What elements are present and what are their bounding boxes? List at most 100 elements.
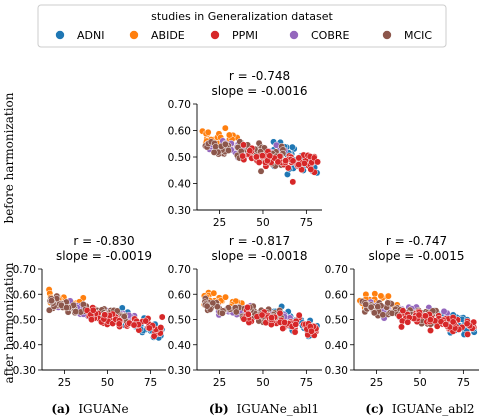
- point-mcic: [367, 303, 375, 311]
- point-ppmi: [404, 318, 412, 326]
- point-ppmi: [281, 319, 289, 326]
- y-tick-label: 0.30: [168, 205, 191, 217]
- point-ppmi: [266, 152, 274, 160]
- x-tick-label: 75: [300, 377, 313, 389]
- caption-a: (a) IGUANe: [51, 402, 128, 416]
- svg-text:(a) IGUANe: (a) IGUANe: [51, 402, 128, 416]
- point-ppmi: [398, 323, 405, 331]
- y-tick-label: 0.70: [168, 264, 191, 276]
- caption-b-text: IGUANe_abl1: [236, 402, 319, 416]
- point-ppmi: [268, 314, 276, 322]
- legend-label-abide: ABIDE: [151, 29, 185, 42]
- point-ppmi: [279, 325, 287, 332]
- point-ppmi: [142, 317, 150, 325]
- point-ppmi: [307, 327, 315, 335]
- y-tick-label: 0.30: [325, 365, 348, 377]
- legend-title: studies in Generalization dataset: [151, 10, 333, 23]
- legend-entry-adni: ADNI: [55, 29, 104, 42]
- point-mcic: [63, 304, 71, 312]
- x-tick-label: 75: [457, 377, 470, 389]
- row-label-after: after harmonization: [2, 262, 16, 383]
- point-mcic: [120, 313, 128, 321]
- point-mcic: [213, 303, 221, 311]
- point-ppmi: [145, 324, 153, 332]
- point-ppmi: [464, 330, 472, 338]
- point-ppmi: [258, 311, 266, 319]
- y-tick-label: 0.60: [13, 289, 36, 301]
- panel-stat-r: r = -0.748: [229, 69, 290, 83]
- y-tick-label: 0.30: [168, 365, 191, 377]
- point-ppmi: [307, 165, 315, 173]
- point-mcic: [362, 301, 370, 308]
- point-ppmi: [255, 158, 263, 166]
- point-mcic: [48, 297, 55, 305]
- legend-marker-abide: [129, 30, 139, 40]
- point-ppmi: [246, 147, 254, 155]
- caption-c-text: IGUANe_abl2: [392, 402, 475, 416]
- y-tick-label: 0.50: [13, 315, 36, 327]
- point-mcic: [225, 147, 232, 154]
- y-tick-label: 0.40: [325, 340, 348, 352]
- point-ppmi: [300, 159, 308, 167]
- point-ppmi: [150, 332, 158, 340]
- legend-entry-ppmi: PPMI: [210, 29, 258, 42]
- point-ppmi: [244, 310, 252, 318]
- point-ppmi: [463, 320, 471, 328]
- point-ppmi: [292, 320, 300, 328]
- point-ppmi: [442, 321, 450, 328]
- caption-a-text: IGUANe: [78, 402, 128, 416]
- scatter-points: [199, 124, 321, 186]
- point-mcic: [379, 311, 387, 319]
- legend-marker-cobre: [289, 30, 299, 40]
- x-tick-label: 50: [256, 217, 269, 229]
- point-cobre: [440, 307, 448, 315]
- legend-label-cobre: COBRE: [311, 29, 350, 42]
- point-ppmi: [314, 158, 321, 166]
- point-ppmi: [399, 307, 407, 315]
- legend-frame: [37, 4, 447, 48]
- point-abide: [384, 292, 392, 300]
- y-tick-label: 0.60: [168, 289, 191, 301]
- y-tick-label: 0.70: [13, 264, 36, 276]
- point-mcic: [257, 167, 265, 175]
- y-tick-label: 0.70: [325, 264, 348, 276]
- legend-marker-ppmi: [210, 30, 220, 40]
- point-mcic: [203, 302, 211, 310]
- point-mcic: [388, 309, 396, 317]
- point-ppmi: [295, 161, 303, 169]
- legend-entry-mcic: MCIC: [382, 29, 432, 42]
- point-mcic: [221, 140, 229, 148]
- point-ppmi: [276, 309, 284, 317]
- svg-text:(b) IGUANe_abl1: (b) IGUANe_abl1: [209, 402, 319, 416]
- point-ppmi: [295, 311, 303, 319]
- point-adni: [288, 143, 296, 151]
- point-ppmi: [244, 303, 251, 311]
- y-tick-label: 0.40: [168, 179, 191, 191]
- point-ppmi: [426, 316, 434, 324]
- caption-c-tag: (c): [365, 402, 384, 416]
- panel-stat-r: r = -0.747: [386, 234, 447, 248]
- point-ppmi: [240, 141, 247, 149]
- y-tick-label: 0.60: [168, 126, 191, 138]
- caption-b: (b) IGUANe_abl1: [209, 402, 319, 416]
- caption-c: (c) IGUANe_abl2: [365, 402, 474, 416]
- point-mcic: [384, 299, 392, 307]
- x-tick-label: 75: [300, 217, 313, 229]
- point-mcic: [370, 309, 378, 317]
- x-tick-label: 25: [213, 377, 226, 389]
- point-ppmi: [89, 306, 97, 314]
- svg-text:(c) IGUANe_abl2: (c) IGUANe_abl2: [365, 402, 474, 416]
- point-ppmi: [88, 316, 95, 324]
- point-ppmi: [239, 152, 247, 160]
- point-ppmi: [289, 178, 297, 186]
- row-label-before: before harmonization: [2, 92, 16, 223]
- point-ppmi: [291, 328, 299, 336]
- point-ppmi: [449, 318, 457, 326]
- x-tick-label: 50: [101, 377, 114, 389]
- legend-label-adni: ADNI: [77, 29, 104, 42]
- x-tick-label: 75: [144, 377, 157, 389]
